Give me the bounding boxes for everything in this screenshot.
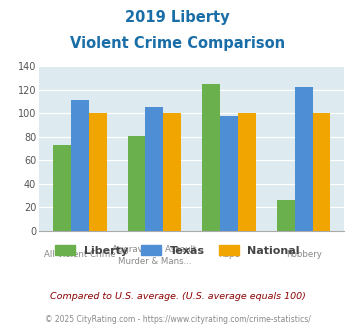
Bar bbox=[220, 115, 238, 231]
Bar bbox=[295, 87, 312, 231]
Bar bbox=[127, 136, 146, 231]
Bar bbox=[312, 113, 331, 231]
Bar bbox=[277, 200, 295, 231]
Bar bbox=[202, 84, 220, 231]
Legend: Liberty, Texas, National: Liberty, Texas, National bbox=[50, 241, 305, 260]
Text: Aggravated Assault: Aggravated Assault bbox=[112, 245, 197, 254]
Text: Murder & Mans...: Murder & Mans... bbox=[118, 257, 191, 266]
Text: Robbery: Robbery bbox=[286, 250, 322, 259]
Text: Rape: Rape bbox=[218, 250, 240, 259]
Bar bbox=[238, 113, 256, 231]
Bar bbox=[146, 107, 163, 231]
Text: All Violent Crime: All Violent Crime bbox=[44, 250, 116, 259]
Text: Violent Crime Comparison: Violent Crime Comparison bbox=[70, 36, 285, 51]
Bar bbox=[71, 100, 89, 231]
Text: © 2025 CityRating.com - https://www.cityrating.com/crime-statistics/: © 2025 CityRating.com - https://www.city… bbox=[45, 315, 310, 324]
Bar bbox=[53, 145, 71, 231]
Text: 2019 Liberty: 2019 Liberty bbox=[125, 10, 230, 25]
Bar bbox=[163, 113, 181, 231]
Text: Compared to U.S. average. (U.S. average equals 100): Compared to U.S. average. (U.S. average … bbox=[50, 292, 305, 301]
Bar bbox=[89, 113, 106, 231]
